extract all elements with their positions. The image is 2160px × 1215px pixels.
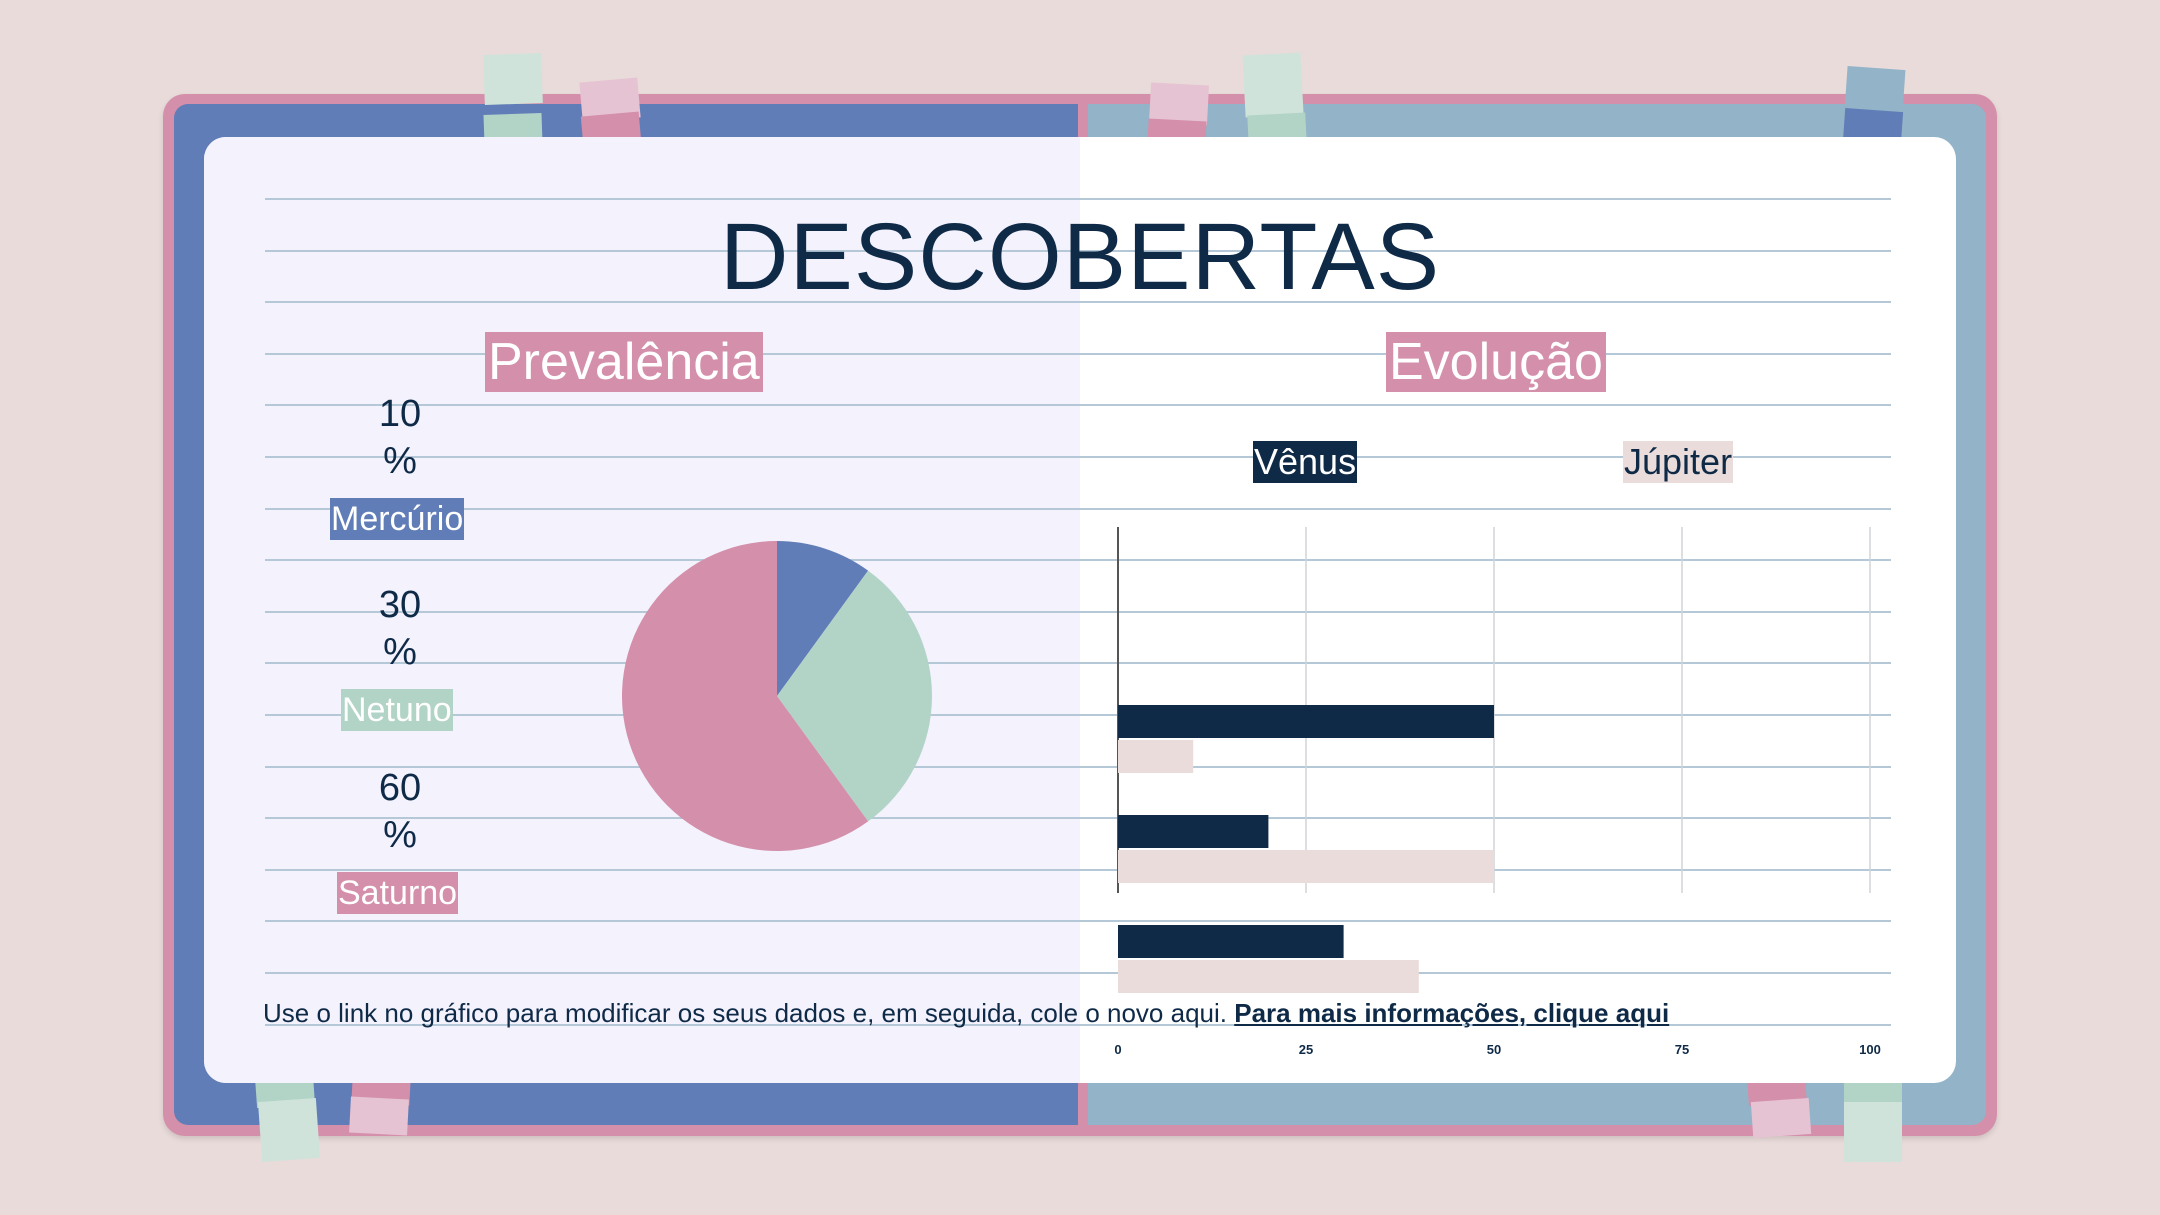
ruled-line bbox=[265, 507, 1891, 510]
tape-top-1 bbox=[483, 53, 543, 105]
bar-venus-2[interactable] bbox=[1118, 815, 1269, 848]
x-tick-label: 50 bbox=[1487, 1042, 1501, 1057]
legend-venus: Vênus bbox=[1253, 441, 1358, 483]
tape-bottom-4b bbox=[1844, 1102, 1902, 1162]
tape-bottom-3b bbox=[1750, 1098, 1812, 1138]
pie-value-number: 30 bbox=[378, 584, 422, 626]
ruled-line bbox=[265, 198, 1891, 200]
bar-jupiter-2[interactable] bbox=[1118, 850, 1494, 883]
x-tick-label: 75 bbox=[1675, 1042, 1689, 1057]
ruled-line bbox=[265, 456, 1891, 458]
pie-value-unit: % bbox=[383, 440, 417, 482]
bar-venus-1[interactable] bbox=[1118, 705, 1494, 738]
bar-chart[interactable]: 0 25 50 75 100 bbox=[1108, 527, 1908, 1067]
ruled-line bbox=[265, 714, 1891, 716]
footer-text: Use o link no gráfico para modificar os … bbox=[263, 998, 1227, 1028]
pie-value-netuno: 30 % bbox=[340, 582, 460, 676]
legend-jupiter: Júpiter bbox=[1623, 441, 1734, 483]
bar-venus-3[interactable] bbox=[1118, 925, 1344, 958]
pie-value-number: 10 bbox=[378, 393, 422, 435]
tape-top-5 bbox=[1844, 66, 1906, 114]
bar-jupiter-1[interactable] bbox=[1118, 740, 1194, 773]
pie-label-mercurio: Mercúrio bbox=[330, 498, 465, 540]
pie-chart[interactable] bbox=[621, 540, 933, 852]
footer-note: Use o link no gráfico para modificar os … bbox=[263, 998, 1669, 1029]
ruled-line bbox=[265, 301, 1891, 304]
tape-top-4 bbox=[1242, 52, 1304, 118]
pie-label-saturno: Saturno bbox=[337, 872, 459, 914]
ruled-line bbox=[265, 610, 1891, 613]
paper-left-half bbox=[204, 137, 1080, 1083]
ruled-line bbox=[265, 249, 1891, 252]
ruled-line bbox=[265, 920, 1891, 923]
ruled-line bbox=[265, 352, 1891, 355]
page-title: DESCOBERTAS bbox=[719, 204, 1441, 310]
pie-label-netuno: Netuno bbox=[341, 689, 453, 731]
tape-bottom-1b bbox=[257, 1098, 321, 1162]
ruled-line bbox=[265, 765, 1891, 768]
paper-sheet: DESCOBERTAS Prevalência Evolução 10 % Me… bbox=[204, 137, 1956, 1083]
pie-value-unit: % bbox=[383, 631, 417, 673]
ruled-line bbox=[265, 559, 1891, 562]
ruled-line bbox=[265, 817, 1891, 820]
x-tick-label: 0 bbox=[1114, 1042, 1121, 1057]
ruled-line bbox=[265, 404, 1891, 407]
x-tick-label: 25 bbox=[1299, 1042, 1313, 1057]
pie-slice-saturno[interactable] bbox=[622, 541, 869, 851]
ruled-line bbox=[265, 662, 1891, 665]
pie-value-number: 60 bbox=[378, 767, 422, 809]
pie-slice-mercurio[interactable] bbox=[777, 541, 869, 696]
ruled-line bbox=[265, 972, 1891, 974]
tape-bottom-2b bbox=[349, 1096, 409, 1136]
pie-value-saturno: 60 % bbox=[340, 765, 460, 859]
pie-value-mercurio: 10 % bbox=[340, 391, 460, 485]
ruled-line bbox=[265, 868, 1891, 871]
pie-section-title: Prevalência bbox=[485, 332, 763, 392]
ruled-line bbox=[265, 1023, 1891, 1026]
bar-section-title: Evolução bbox=[1386, 332, 1606, 392]
pie-value-unit: % bbox=[383, 814, 417, 856]
more-info-link[interactable]: Para mais informações, clique aqui bbox=[1234, 998, 1670, 1028]
bar-jupiter-3[interactable] bbox=[1118, 960, 1419, 993]
x-tick-label: 100 bbox=[1859, 1042, 1881, 1057]
pie-slice-netuno[interactable] bbox=[777, 570, 932, 822]
